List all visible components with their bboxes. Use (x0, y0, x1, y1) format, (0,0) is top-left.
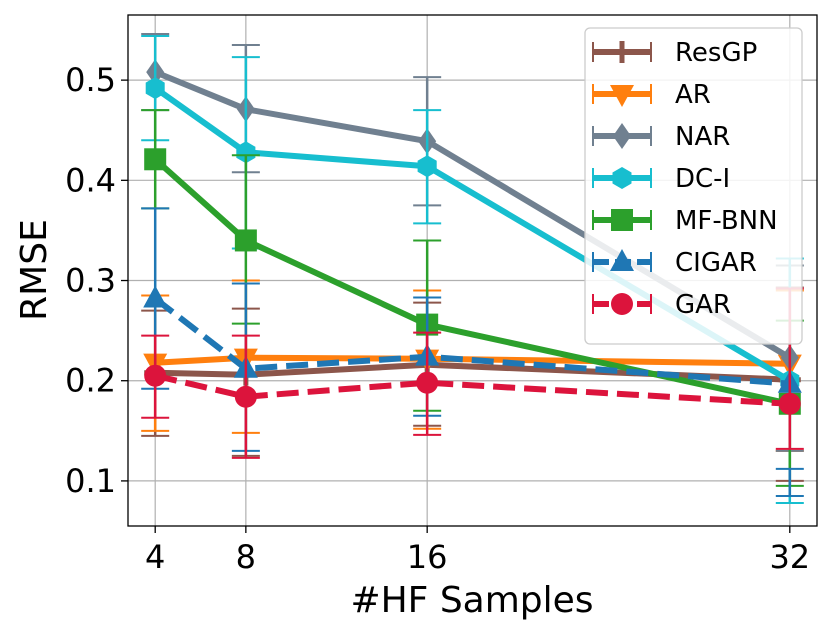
data-point (417, 155, 437, 178)
legend-item-ar: AR (592, 80, 711, 110)
y-tick-label: 0.2 (65, 362, 116, 400)
legend-item-resgp: ResGP (592, 38, 757, 68)
data-point (145, 77, 165, 100)
x-axis-label: #HF Samples (350, 580, 593, 621)
legend-label: NAR (675, 122, 730, 152)
legend-item-nar: NAR (592, 122, 730, 152)
legend-item-dc-i: DC-I (592, 164, 730, 194)
series-line (154, 372, 790, 407)
data-point (416, 371, 439, 394)
legend-item-cigar: CIGAR (592, 248, 757, 278)
data-point (234, 229, 257, 252)
legend-item-gar: GAR (592, 290, 731, 320)
legend-marker (612, 167, 632, 189)
data-point (144, 364, 167, 387)
x-tick-label: 8 (236, 538, 256, 576)
legend-marker (613, 123, 631, 149)
data-point (778, 392, 801, 415)
legend-label: ResGP (675, 38, 757, 68)
series-layer (141, 33, 804, 504)
y-tick-label: 0.4 (65, 161, 116, 199)
axes: 4 8 16 32 0.1 0.2 0.3 0.4 0.5 (65, 61, 810, 576)
legend-label: CIGAR (675, 248, 757, 278)
legend-marker (611, 293, 633, 315)
legend-label: MF-BNN (675, 206, 778, 236)
y-axis-label: RMSE (14, 219, 55, 321)
y-tick-label: 0.5 (65, 61, 116, 99)
data-point (143, 285, 168, 308)
series-line (153, 157, 791, 407)
legend-item-mf-bnn: MF-BNN (592, 206, 778, 236)
data-point (234, 385, 257, 408)
series-line (153, 296, 791, 387)
legend-marker (610, 249, 634, 271)
legend-label: AR (675, 80, 711, 110)
legend-marker (611, 41, 633, 63)
data-point (144, 148, 167, 171)
plot-frame (127, 14, 818, 527)
y-tick-label: 0.1 (65, 462, 116, 500)
legend-marker (610, 85, 634, 107)
legend-label: GAR (675, 290, 731, 320)
y-tick-label: 0.3 (65, 262, 116, 300)
x-tick-label: 16 (407, 538, 448, 576)
x-tick-label: 4 (145, 538, 165, 576)
legend-label: DC-I (675, 164, 730, 194)
legend-marker (611, 209, 633, 231)
legend: ResGP AR NAR DC-I MF-BNN CIGAR GAR (584, 27, 803, 345)
data-point (236, 141, 256, 164)
x-tick-label: 32 (769, 538, 810, 576)
